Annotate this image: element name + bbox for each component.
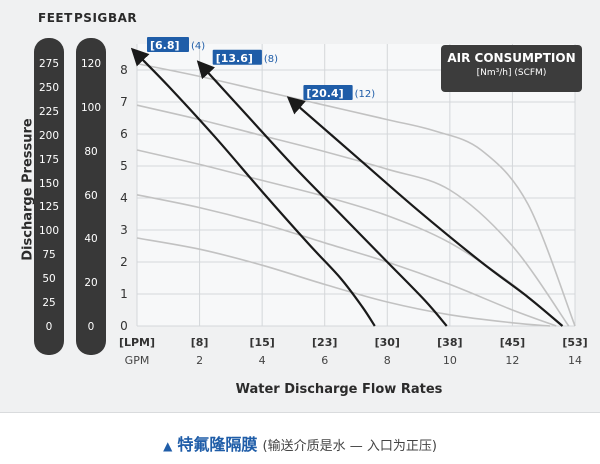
x-tick-label-lpm: [53] — [562, 336, 587, 349]
air-label-nm3: [20.4] — [306, 87, 343, 100]
feet-tick-label: 125 — [38, 201, 60, 214]
feet-tick-label: 0 — [45, 321, 53, 333]
air-label-scfm: (4) — [191, 41, 205, 52]
air-label-box — [303, 85, 353, 100]
performance-curve — [136, 62, 576, 327]
performance-curve — [136, 194, 557, 327]
x-tick-label-gpm: 2 — [196, 354, 203, 367]
feet-tick-label: 200 — [38, 129, 60, 142]
psig-tick-label: 80 — [84, 145, 98, 158]
psig-tick-label: 120 — [80, 58, 102, 70]
bar-header: BAR — [108, 11, 138, 25]
air-consumption-line — [130, 47, 376, 327]
psig-tick-label: 0 — [87, 321, 95, 333]
x-tick-label-lpm: [LPM] — [119, 336, 155, 349]
air-label-nm3: [13.6] — [216, 52, 253, 65]
feet-tick-label: 100 — [38, 225, 60, 238]
y-tick-label: 0 — [120, 319, 128, 333]
y-tick-label: 7 — [120, 95, 128, 109]
air-label-nm3: [6.8] — [150, 39, 180, 52]
air-consumption-line — [196, 60, 448, 327]
feet-tick-label: 75 — [42, 249, 56, 262]
x-tick-label-lpm: [15] — [249, 336, 274, 349]
psig-scale-bar: 120 100 80 60 40 20 0 — [76, 38, 106, 355]
x-tick-label-gpm: 4 — [259, 354, 266, 367]
air-label-box — [147, 37, 189, 52]
x-tick-label-gpm: GPM — [125, 354, 150, 367]
figure-caption: ▲ 特氟隆隔膜 (输送介质是水 — 入口为正压) — [0, 431, 600, 455]
x-tick-label-lpm: [45] — [500, 336, 525, 349]
y-tick-label: 4 — [120, 191, 128, 205]
x-tick-label-lpm: [30] — [375, 336, 400, 349]
performance-curve — [136, 237, 551, 327]
psig-tick-label: 20 — [84, 277, 98, 290]
feet-tick-label: 150 — [38, 177, 60, 190]
x-tick-label-gpm: 6 — [321, 354, 328, 367]
psig-tick-label: 40 — [84, 233, 98, 246]
y-tick-label: 5 — [120, 159, 128, 173]
caption-subtitle: (输送介质是水 — 入口为正压) — [262, 439, 437, 454]
x-tick-label-gpm: 8 — [384, 354, 391, 367]
feet-tick-label: 25 — [42, 297, 56, 310]
feet-tick-label: 225 — [38, 105, 60, 118]
feet-tick-label: 175 — [38, 153, 60, 166]
y-tick-label: 1 — [120, 287, 128, 301]
legend-title: AIR CONSUMPTION — [447, 51, 576, 65]
x-tick-label-gpm: 10 — [443, 354, 457, 367]
x-tick-label-lpm: [38] — [437, 336, 462, 349]
feet-tick-label: 50 — [42, 273, 56, 286]
feet-tick-label: 275 — [38, 58, 60, 70]
psig-tick-label: 100 — [80, 101, 102, 114]
air-label-box — [212, 49, 262, 65]
feet-header: FEET — [38, 11, 73, 25]
psig-header: PSIG — [74, 11, 108, 25]
caption-title: 特氟隆隔膜 — [177, 435, 258, 454]
triangle-icon: ▲ — [163, 439, 173, 453]
x-tick-label-gpm: 12 — [505, 354, 519, 367]
legend-subtitle: [Nm³/h] (SCFM) — [476, 68, 547, 78]
air-consumption-legend: AIR CONSUMPTION [Nm³/h] (SCFM) — [441, 45, 582, 92]
feet-scale-bar: 275 250 225 200 175 150 125 100 75 50 25 0 — [34, 38, 64, 355]
x-axis-title: Water Discharge Flow Rates — [236, 382, 443, 397]
x-tick-label-lpm: [8] — [191, 336, 209, 349]
x-tick-label-lpm: [23] — [312, 336, 337, 349]
air-label-scfm: (8) — [264, 54, 278, 65]
air-consumption-line — [286, 96, 564, 327]
y-tick-label: 2 — [120, 255, 128, 269]
y-tick-label: 3 — [120, 223, 128, 237]
y-tick-label: 6 — [120, 127, 128, 141]
chart-panel: FEET PSIG BAR Discharge Pressure 275 250 2… — [0, 0, 600, 413]
y-tick-label: 8 — [120, 63, 128, 77]
air-label-scfm: (12) — [355, 89, 376, 100]
feet-tick-label: 250 — [38, 81, 60, 94]
psig-tick-label: 60 — [84, 189, 98, 202]
x-tick-label-gpm: 14 — [568, 354, 582, 367]
